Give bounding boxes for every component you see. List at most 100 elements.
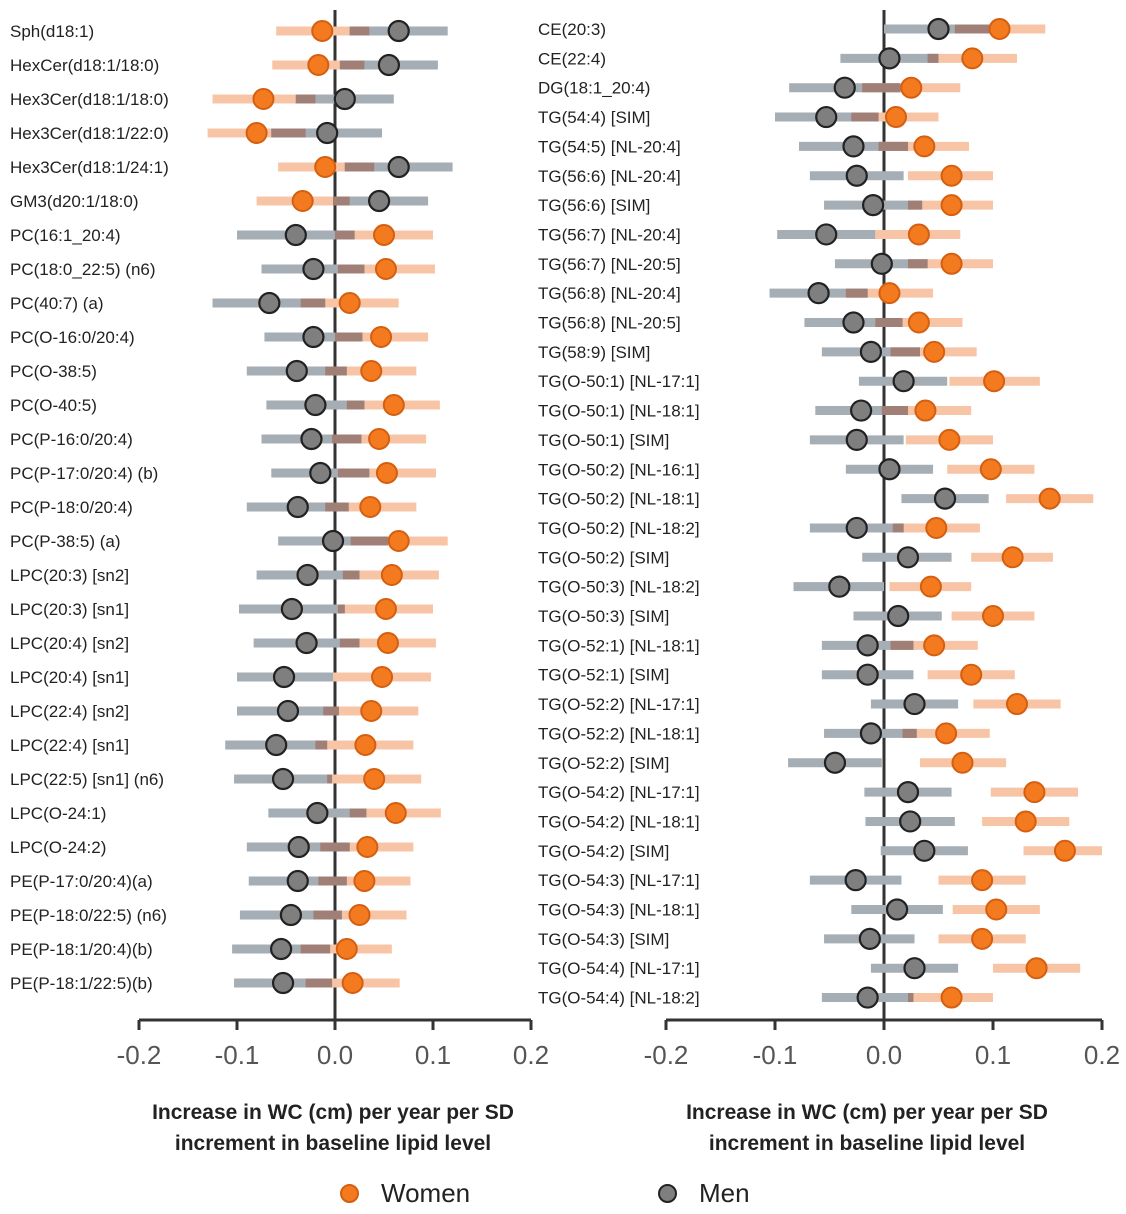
- row-label: LPC(20:3) [sn1]: [10, 600, 129, 619]
- men-point-estimate: [258, 291, 281, 315]
- x-axis-title-line: Increase in WC (cm) per year per SD: [152, 1101, 514, 1124]
- women-point-estimate: [925, 516, 948, 539]
- row-label: TG(56:6) [SIM]: [538, 196, 650, 215]
- row-label: PE(P-18:1/20:4)(b): [10, 940, 153, 959]
- men-point-estimate: [321, 529, 345, 553]
- women-point-estimate: [960, 663, 983, 686]
- women-point-estimate: [354, 734, 377, 756]
- women-point-estimate: [913, 135, 936, 158]
- row-label: TG(O-54:3) [SIM]: [538, 930, 669, 949]
- row-label: TG(54:5) [NL-20:4]: [538, 137, 681, 156]
- women-point-estimate: [375, 462, 398, 484]
- forest-panel-2: CE(20:3) CE(22:4) DG(18:1_20:4) TG(54:4) [S…: [538, 10, 1120, 1155]
- men-point-estimate: [885, 898, 909, 921]
- row-label: LPC(O-24:1): [10, 804, 106, 823]
- row-label: TG(54:4) [SIM]: [538, 108, 650, 127]
- row-label: TG(O-50:2) [NL-18:1]: [538, 490, 700, 509]
- men-point-estimate: [842, 311, 865, 334]
- x-tick-label: 0.1: [975, 1040, 1011, 1070]
- women-point-estimate: [1025, 957, 1048, 980]
- row-label: LPC(20:3) [sn2]: [10, 566, 129, 585]
- row-label: TG(56:8) [NL-20:4]: [538, 284, 681, 303]
- men-point-estimate: [807, 282, 830, 305]
- women-point-estimate: [252, 88, 275, 110]
- women-point-estimate: [371, 666, 394, 688]
- row-label: LPC(20:4) [sn2]: [10, 634, 129, 653]
- men-point-estimate: [903, 957, 926, 980]
- row-label: TG(O-52:2) [NL-18:1]: [538, 724, 700, 743]
- women-point-estimate: [363, 768, 386, 790]
- row-label: TG(O-54:4) [NL-18:2]: [538, 989, 700, 1008]
- men-point-estimate: [878, 47, 901, 70]
- row-label: LPC(22:5) [sn1] (n6): [10, 770, 164, 789]
- men-point-estimate: [309, 461, 332, 485]
- x-axis-title-line: Increase in WC (cm) per year per SD: [686, 1101, 1048, 1124]
- men-point-estimate: [845, 428, 868, 451]
- women-point-estimate: [878, 282, 901, 305]
- row-label: TG(O-52:1) [NL-18:1]: [538, 636, 700, 655]
- row-label: HexCer(d18:1/18:0): [10, 56, 159, 75]
- row-label: TG(O-50:3) [SIM]: [538, 607, 669, 626]
- women-point-estimate: [1014, 810, 1037, 833]
- men-point-estimate: [896, 780, 920, 804]
- women-point-estimate: [353, 870, 376, 892]
- men-point-estimate: [845, 516, 868, 540]
- x-tick-label: 0.0: [317, 1040, 353, 1070]
- men-point-estimate: [387, 155, 410, 179]
- men-point-estimate: [858, 927, 881, 950]
- women-point-estimate: [982, 605, 1004, 627]
- women-point-estimate: [923, 634, 946, 657]
- women-point-estimate: [335, 938, 358, 960]
- row-label: Sph(d18:1): [10, 22, 94, 41]
- women-point-estimate: [907, 311, 930, 334]
- row-label: TG(O-50:3) [NL-18:2]: [538, 578, 700, 597]
- men-point-estimate: [271, 767, 295, 791]
- men-point-estimate: [870, 252, 893, 275]
- men-point-estimate: [842, 135, 865, 158]
- women-point-estimate: [311, 20, 334, 42]
- row-label: PC(16:1_20:4): [10, 226, 121, 245]
- women-point-estimate: [245, 122, 268, 144]
- women-point-estimate: [291, 190, 314, 212]
- men-point-estimate: [302, 325, 325, 349]
- row-label: TG(O-50:2) [SIM]: [538, 548, 669, 567]
- x-tick-label: -0.2: [117, 1040, 162, 1070]
- men-point-estimate: [845, 164, 868, 187]
- women-point-estimate: [935, 722, 958, 745]
- x-tick-label: 0.2: [513, 1040, 549, 1070]
- row-label: DG(18:1_20:4): [538, 79, 650, 98]
- women-point-estimate: [940, 164, 963, 187]
- men-point-estimate: [272, 665, 296, 689]
- men-point-estimate: [296, 563, 319, 587]
- women-point-estimate: [938, 428, 961, 451]
- x-tick-label: 0.1: [415, 1040, 451, 1070]
- men-point-estimate: [856, 634, 879, 657]
- men-point-estimate: [856, 986, 879, 1009]
- men-point-estimate: [859, 340, 883, 363]
- women-point-estimate: [1001, 546, 1024, 569]
- women-point-estimate: [971, 869, 994, 892]
- women-point-estimate: [884, 106, 907, 129]
- row-label: PC(P-17:0/20:4) (b): [10, 464, 158, 483]
- women-point-estimate: [380, 564, 403, 586]
- men-point-estimate: [823, 751, 847, 774]
- men-point-estimate: [271, 971, 295, 995]
- row-label: TG(58:9) [SIM]: [538, 343, 650, 362]
- x-tick-label: 0.0: [866, 1040, 902, 1070]
- men-point-estimate: [279, 903, 302, 927]
- x-tick-label: -0.2: [644, 1040, 689, 1070]
- row-label: TG(O-52:1) [SIM]: [538, 666, 669, 685]
- forest-panel-1: Sph(d18:1) HexCer(d18:1/18:0) Hex3Cer(d18:…: [10, 10, 549, 1155]
- women-point-estimate: [900, 76, 923, 99]
- women-point-estimate: [307, 54, 330, 76]
- men-point-estimate: [286, 869, 309, 893]
- women-point-estimate: [348, 904, 371, 926]
- row-label: PC(P-38:5) (a): [10, 532, 121, 551]
- row-label: Hex3Cer(d18:1/24:1): [10, 158, 169, 177]
- men-point-estimate: [815, 105, 838, 129]
- x-tick-label: -0.1: [753, 1040, 798, 1070]
- men-point-estimate: [933, 487, 957, 510]
- women-point-estimate: [341, 972, 364, 994]
- men-point-estimate: [285, 359, 308, 383]
- row-label: TG(O-54:2) [NL-18:1]: [538, 812, 700, 831]
